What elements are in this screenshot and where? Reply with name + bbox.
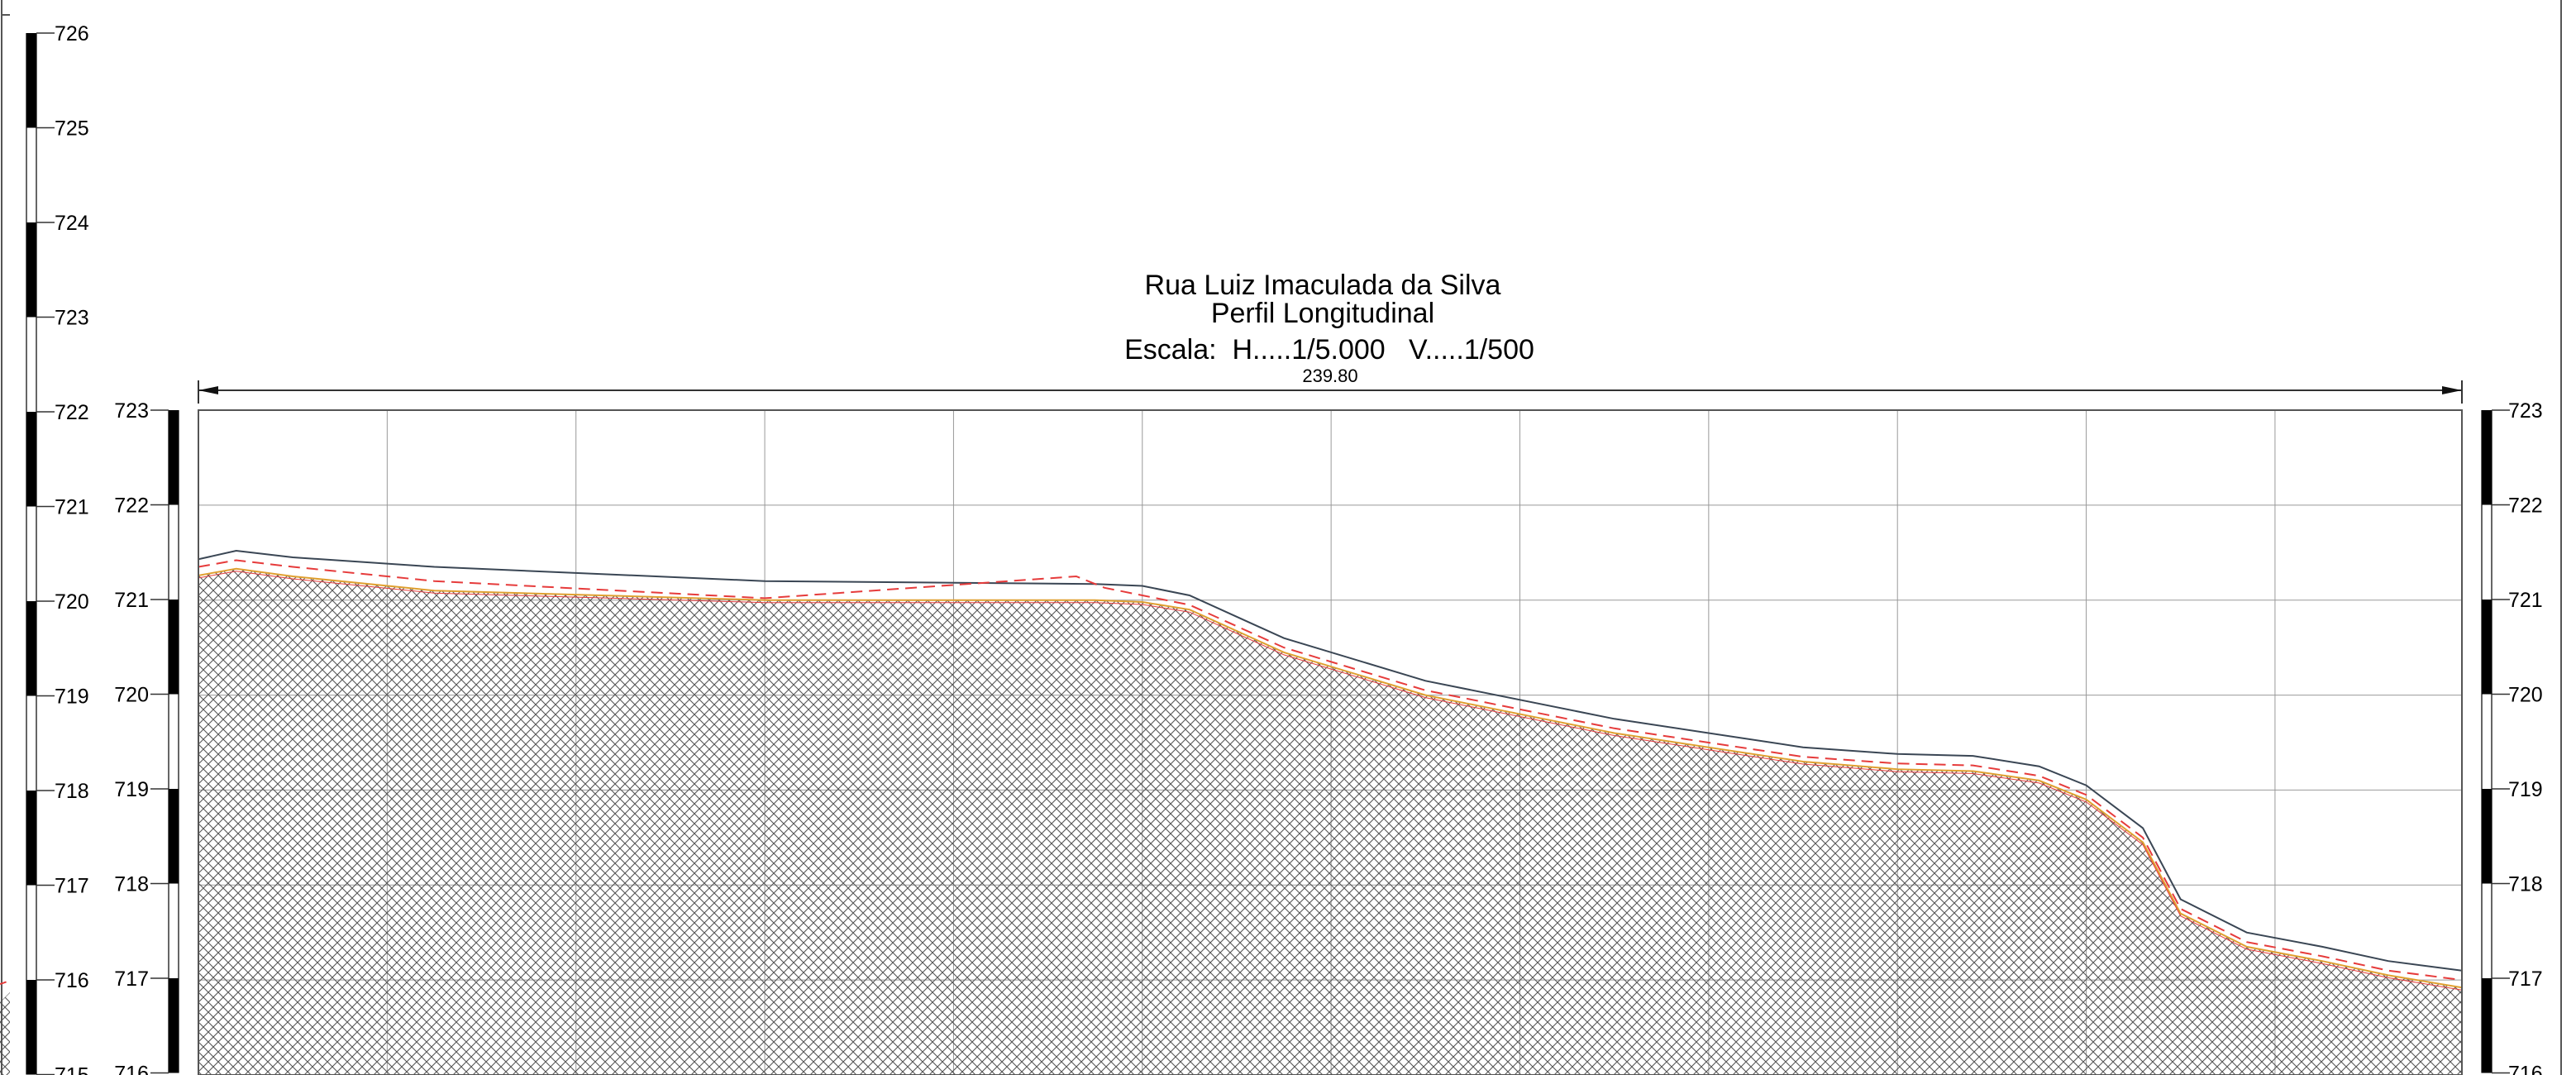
right-scale-bar-segment xyxy=(2482,789,2492,884)
length-dimension-label: 239.80 xyxy=(1302,366,1357,386)
series-line-1 xyxy=(198,549,2462,972)
left-scale-bar-segment xyxy=(26,791,36,886)
inner-scale-bar-segment xyxy=(169,789,179,884)
profile-series xyxy=(198,549,2462,1075)
left-scale-tick-label: 725 xyxy=(55,117,89,141)
inner-scale-tick-label: 723 xyxy=(114,399,149,423)
right-scale-tick-label: 720 xyxy=(2508,684,2543,707)
hatched-area xyxy=(198,568,2462,1075)
inner-scale-bar-segment xyxy=(169,410,179,505)
left-scale-tick-label: 722 xyxy=(55,401,89,424)
left-scale-tick-label: 716 xyxy=(55,969,89,992)
series-line-2 xyxy=(198,559,2462,982)
right-scale-bar-segment xyxy=(2482,600,2492,695)
left-scale-tick-label: 726 xyxy=(55,22,89,45)
inner-left-elevation-scale: 723 722 721 720 719 718 717 716 xyxy=(114,399,179,1075)
inner-scale-bar-segment xyxy=(169,600,179,695)
dimension-arrow-right xyxy=(2442,386,2462,394)
series-line-3-accent xyxy=(198,571,2462,991)
dimension-arrow-left xyxy=(198,386,218,394)
left-scale-bar-segment xyxy=(26,33,36,128)
left-scale-bar-segment xyxy=(26,222,36,318)
inner-scale-tick-label: 722 xyxy=(114,494,149,518)
right-scale-bar-segment xyxy=(2482,978,2492,1073)
right-scale-tick-label: 716 xyxy=(2508,1063,2543,1075)
left-scale-tick-label: 721 xyxy=(55,496,89,519)
inner-scale-tick-label: 718 xyxy=(114,873,149,896)
left-scale-tick-label: 718 xyxy=(55,780,89,803)
right-scale-tick-label: 721 xyxy=(2508,589,2543,612)
right-scale-tick-label: 722 xyxy=(2508,494,2543,518)
left-scale-tick-label: 719 xyxy=(55,686,89,709)
inner-scale-tick-label: 719 xyxy=(114,778,149,801)
profile-title: Perfil Longitudinal xyxy=(1211,298,1434,329)
right-scale-tick-label: 717 xyxy=(2508,967,2543,991)
left-scale-tick-label: 720 xyxy=(55,590,89,614)
length-dimension: 239.80 xyxy=(198,366,2463,404)
left-neighbor-profile xyxy=(0,992,10,1075)
right-scale-tick-label: 718 xyxy=(2508,873,2543,896)
left-scale-tick-label: 717 xyxy=(55,875,89,898)
left-scale-bar-segment xyxy=(26,601,36,696)
scale-title: Escala: H.....1/5.000 V.....1/500 xyxy=(1124,334,1534,366)
left-neighbor-design-line xyxy=(0,980,11,985)
left-scale-bar-segment xyxy=(26,412,36,507)
right-scale-tick-label: 723 xyxy=(2508,399,2543,423)
inner-scale-tick-label: 717 xyxy=(114,967,149,991)
inner-scale-tick-label: 721 xyxy=(114,589,149,612)
left-scale-tick-label: 723 xyxy=(55,307,89,330)
series-line-3 xyxy=(198,567,2462,989)
street-title: Rua Luiz Imaculada da Silva xyxy=(1145,270,1501,301)
right-elevation-scale: 723 722 721 720 719 718 717 716 xyxy=(2481,399,2543,1075)
left-scale-tick-label: 724 xyxy=(55,212,89,235)
left-elevation-scale: 726 725 724 723 722 721 720 719 718 717 716 715 xyxy=(26,22,89,1075)
profile-frame xyxy=(198,409,2463,1075)
left-scale-bar-segment xyxy=(26,980,36,1075)
right-scale-bar-segment xyxy=(2482,410,2492,505)
left-scale-tick-label: 715 xyxy=(55,1064,89,1075)
right-scale-tick-label: 719 xyxy=(2508,778,2543,801)
inner-scale-bar-segment xyxy=(169,978,179,1073)
inner-scale-tick-label: 720 xyxy=(114,684,149,707)
inner-scale-tick-label: 716 xyxy=(114,1063,149,1075)
